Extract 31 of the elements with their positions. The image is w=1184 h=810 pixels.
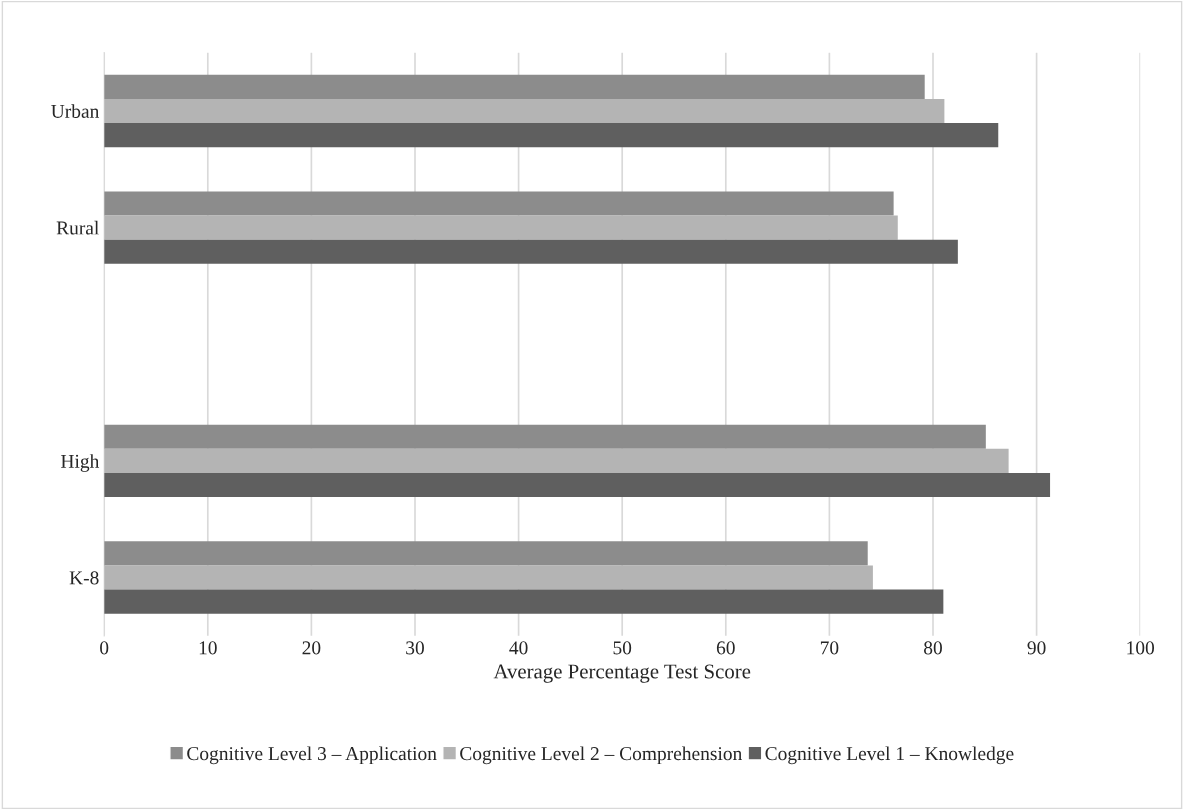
x-tick-label: 60 bbox=[716, 641, 735, 655]
bar bbox=[104, 215, 898, 240]
x-tick-label: 30 bbox=[406, 641, 424, 655]
x-tick-label: 10 bbox=[199, 641, 217, 655]
x-tick-label: 40 bbox=[509, 641, 528, 655]
bar bbox=[104, 123, 999, 148]
x-tick-label: 80 bbox=[924, 641, 942, 655]
y-tick-label: Urban bbox=[51, 104, 100, 118]
legend-label: Cognitive Level 3 – Application bbox=[187, 746, 437, 765]
bar bbox=[104, 98, 945, 124]
x-axis-title: Average Percentage Test Score bbox=[493, 664, 751, 683]
y-tick-label: K-8 bbox=[69, 571, 99, 585]
bar bbox=[104, 448, 1009, 473]
bar bbox=[104, 541, 868, 566]
bar bbox=[104, 565, 873, 590]
x-tick-label: 100 bbox=[1127, 641, 1155, 655]
x-tick-label: 70 bbox=[820, 641, 839, 655]
bar bbox=[104, 74, 925, 99]
y-tick-label: High bbox=[61, 454, 100, 472]
bar bbox=[104, 589, 944, 614]
bar bbox=[104, 472, 1051, 498]
y-tick-label: Rural bbox=[56, 220, 99, 235]
x-tick-label: 0 bbox=[100, 641, 109, 655]
bar bbox=[104, 424, 986, 449]
legend-label: Cognitive Level 1 – Knowledge bbox=[765, 746, 1014, 765]
bar bbox=[104, 239, 958, 264]
x-tick-label: 20 bbox=[302, 641, 321, 655]
bar bbox=[104, 191, 894, 216]
x-tick-label: 90 bbox=[1027, 641, 1046, 655]
legend-label: Cognitive Level 2 – Comprehension bbox=[460, 746, 742, 765]
x-tick-label: 50 bbox=[613, 641, 632, 655]
